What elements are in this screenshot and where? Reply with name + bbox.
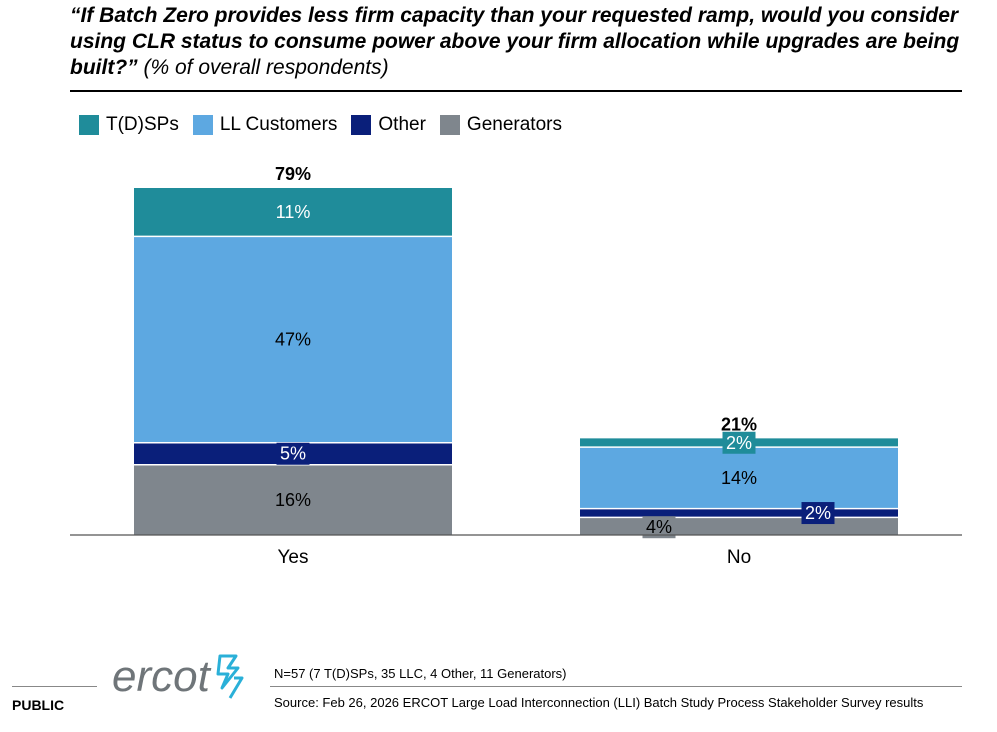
category-label-yes: Yes [278, 547, 309, 568]
bar-yes-tdsp [134, 188, 452, 237]
data-label-yes-ll: 47% [275, 330, 311, 350]
legend-label-ll: LL Customers [219, 114, 338, 135]
public-label: PUBLIC [12, 697, 65, 713]
title-subtitle: (% of overall respondents) [143, 56, 389, 79]
bar-no-gen [580, 517, 898, 535]
data-label-no-tdsp: 2% [726, 433, 752, 453]
legend-item-tdsp: T(D)SPs [79, 114, 179, 136]
lightning-bolt-icon [216, 654, 244, 699]
legend-swatch-other [351, 115, 372, 135]
legend-swatch-gen [439, 115, 460, 135]
data-label-yes-other: 5% [280, 444, 306, 464]
label-box-no-tdsp [722, 431, 756, 454]
ercot-logo: ercot [112, 652, 248, 702]
bar-yes-gen [134, 464, 452, 535]
chart-title: “If Batch Zero provides less firm capaci… [70, 3, 970, 81]
total-label-yes: 79% [275, 164, 311, 184]
label-box-no-other [801, 502, 835, 525]
category-label-no: No [727, 547, 751, 568]
legend-item-other: Other [351, 114, 426, 136]
chart-legend: T(D)SPs LL Customers Other Generators [79, 114, 576, 136]
label-box-no-gen [642, 516, 676, 539]
legend-swatch-tdsp [79, 115, 99, 135]
legend-label-tdsp: T(D)SPs [106, 114, 179, 135]
footer-divider-right [270, 686, 962, 687]
legend-label-gen: Generators [466, 114, 562, 135]
legend-item-ll: LL Customers [192, 114, 338, 136]
legend-item-gen: Generators [439, 114, 562, 136]
legend-swatch-ll [192, 115, 213, 135]
title-main: “If Batch Zero provides less firm capaci… [70, 4, 960, 79]
label-box-yes-other [276, 442, 310, 465]
logo-text: ercot [112, 652, 210, 701]
title-divider [70, 90, 962, 92]
data-label-yes-tdsp: 11% [276, 202, 311, 222]
data-label-no-ll: 14% [721, 468, 757, 488]
data-label-no-gen: 4% [646, 517, 672, 537]
footer-divider-left [12, 686, 97, 687]
source-note: Source: Feb 26, 2026 ERCOT Large Load In… [274, 695, 924, 710]
bar-no-other [580, 508, 898, 518]
bar-yes-ll [134, 236, 452, 443]
sample-size-note: N=57 (7 T(D)SPs, 35 LLC, 4 Other, 11 Gen… [274, 666, 567, 681]
data-label-yes-gen: 16% [275, 490, 311, 510]
bar-no-ll [580, 447, 898, 509]
legend-label-other: Other [378, 114, 426, 135]
data-label-no-other: 2% [805, 503, 831, 523]
total-label-no: 21% [721, 414, 757, 434]
